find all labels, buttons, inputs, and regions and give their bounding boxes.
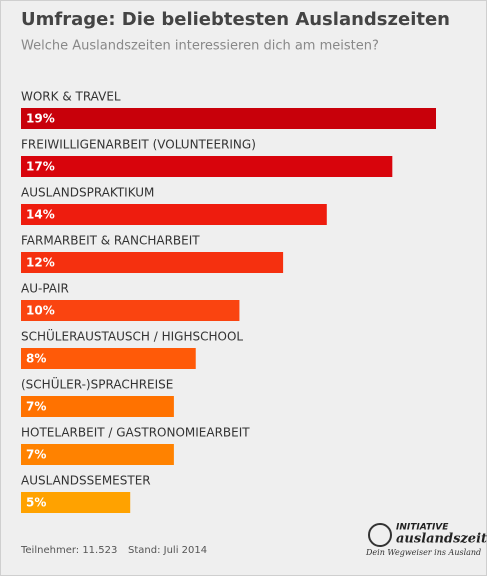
bar [21, 348, 196, 369]
logo-text: auslandszeit [396, 532, 487, 547]
category-label: SCHÜLERAUSTAUSCH / HIGHSCHOOL [21, 328, 243, 344]
bar [21, 396, 174, 417]
category-label: FARMARBEIT & RANCHARBEIT [21, 234, 200, 248]
value-label: 19% [26, 112, 55, 126]
value-label: 14% [26, 208, 55, 222]
bar [21, 492, 131, 513]
value-label: 8% [26, 352, 46, 366]
category-label: AUSLANDSPRAKTIKUM [21, 186, 154, 200]
value-label: 7% [26, 400, 46, 414]
category-label: FREIWILLIGENARBEIT (VOLUNTEERING) [21, 138, 256, 152]
logo-tagline: Dein Wegweiser ins Ausland [365, 548, 481, 557]
category-label: (SCHÜLER-)SPRACHREISE [21, 376, 173, 392]
chart-subtitle: Welche Auslandszeiten interessieren dich… [21, 39, 379, 54]
logo-text: INITIATIVE [396, 523, 449, 533]
value-label: 7% [26, 448, 46, 462]
category-label: AUSLANDSSEMESTER [21, 474, 151, 488]
category-label: WORK & TRAVEL [21, 90, 121, 104]
category-label: HOTELARBEIT / GASTRONOMIEARBEIT [21, 426, 250, 440]
note: Teilnehmer: 11.523 [20, 545, 117, 556]
value-label: 5% [26, 496, 46, 510]
category-label: AU-PAIR [21, 282, 69, 296]
bar [21, 204, 327, 225]
bar [21, 252, 284, 273]
bar [21, 156, 393, 177]
value-label: 12% [26, 256, 55, 270]
bar [21, 300, 240, 321]
bar [21, 108, 436, 129]
logo-icon [368, 523, 392, 547]
value-label: 17% [26, 160, 55, 174]
note: Stand: Juli 2014 [128, 545, 207, 556]
bar [21, 444, 174, 465]
chart-title: Umfrage: Die beliebtesten Auslandszeiten [21, 9, 450, 30]
value-label: 10% [26, 304, 55, 318]
